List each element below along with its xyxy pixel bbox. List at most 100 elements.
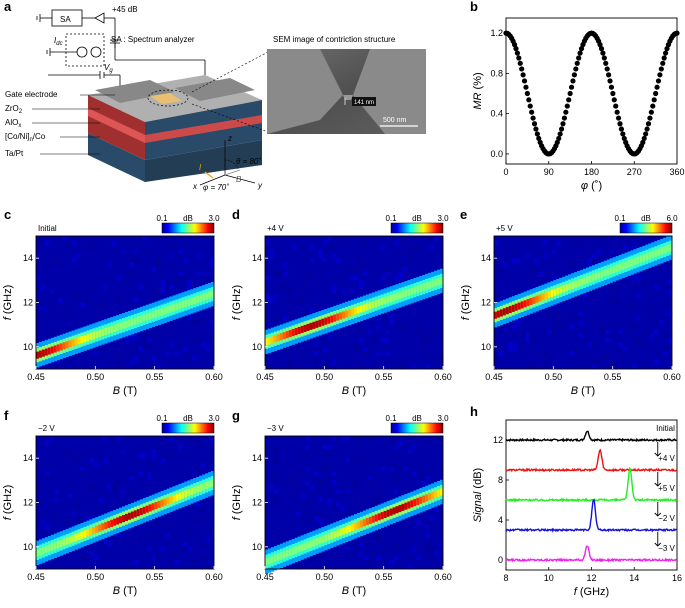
ridge-cell (615, 264, 619, 272)
bias-tee-box (65, 33, 105, 67)
y-tick-label: 8 (498, 475, 503, 485)
noise-cell (305, 444, 310, 450)
mr-point (571, 72, 578, 78)
noise-cell (287, 360, 292, 365)
noise-cell (327, 453, 332, 459)
spectrum-trace-1 (505, 448, 678, 473)
noise-cell (305, 520, 310, 525)
ridge-cell (104, 522, 108, 530)
noise-cell (411, 364, 417, 370)
ridge-cell (300, 544, 304, 552)
ridge-cell (133, 510, 138, 518)
idc-label: Idc (54, 36, 63, 47)
ridge-cell (270, 555, 275, 563)
ridge-cell (502, 308, 507, 316)
noise-cell (80, 302, 86, 308)
spectrum-trace-2 (505, 466, 678, 503)
y-tick-label: 1.2 (490, 28, 503, 38)
x-tick-label: 0.55 (146, 372, 164, 382)
noise-cell (116, 436, 121, 441)
noise-cell (129, 258, 135, 263)
noise-cell (398, 271, 404, 277)
noise-cell (116, 275, 121, 281)
colorbar-max: 3.0 (208, 414, 220, 423)
ridge-cell (377, 513, 381, 521)
noise-cell (438, 467, 444, 472)
noise-cell (116, 298, 121, 303)
noise-cell (53, 258, 59, 263)
noise-cell (394, 489, 399, 494)
noise-cell (273, 475, 279, 481)
noise-cell (623, 244, 628, 250)
noise-cell (89, 484, 95, 490)
mr-point (604, 66, 610, 72)
y-tick-label: 10 (23, 342, 33, 352)
spectrum-label-0: Initial (656, 424, 675, 433)
noise-cell (40, 520, 46, 525)
ridge-cell (163, 498, 167, 506)
noise-cell (322, 258, 328, 263)
noise-cell (160, 453, 166, 459)
arrow-head-icon (654, 482, 662, 487)
noise-cell (196, 515, 201, 521)
ridge-cell (68, 340, 72, 348)
mr-point (660, 60, 666, 66)
ridge-cell (365, 303, 370, 311)
mr-point (657, 72, 663, 78)
noise-cell (305, 502, 310, 508)
noise-cell (116, 480, 121, 485)
noise-cell (416, 555, 421, 561)
mr-point (577, 50, 583, 56)
noise-cell (265, 293, 270, 299)
ridge-cell (101, 523, 105, 531)
noise-cell (389, 320, 395, 325)
noise-cell (187, 529, 192, 534)
noise-cell (178, 275, 184, 281)
mr-point (558, 126, 565, 132)
ridge-cell (196, 295, 200, 303)
mr-point (526, 97, 532, 103)
noise-cell (345, 489, 350, 494)
noise-cell (44, 475, 50, 481)
ridge-cell (306, 541, 310, 549)
noise-cell (556, 311, 561, 316)
x-axis-label-h: f (GHz) (574, 586, 609, 598)
noise-cell (525, 333, 530, 339)
noise-cell (62, 520, 68, 525)
sem-title: SEM image of contriction structure (273, 35, 396, 44)
noise-cell (327, 498, 332, 503)
noise-cell (609, 249, 615, 254)
ridge-cell (380, 512, 384, 520)
noise-cell (425, 364, 430, 370)
noise-cell (120, 449, 126, 454)
mr-point (653, 90, 659, 97)
noise-cell (300, 298, 306, 303)
noise-cell (187, 284, 192, 290)
noise-cell (282, 346, 288, 352)
ridge-cell (36, 549, 40, 557)
ridge-cell (166, 497, 170, 505)
noise-cell (358, 262, 364, 268)
noise-cell (349, 275, 355, 281)
noise-cell (542, 240, 548, 246)
vg-label: Vg (104, 63, 113, 74)
ridge-cell (544, 292, 548, 300)
noise-cell (385, 351, 390, 356)
y-axis-label-c: f (GHz) (2, 285, 14, 320)
noise-cell (102, 458, 108, 463)
x-tick-label: 0.60 (434, 572, 452, 582)
noise-cell (36, 240, 41, 246)
ridge-cell (362, 304, 367, 312)
noise-cell (569, 262, 575, 268)
noise-cell (133, 298, 139, 303)
noise-cell (169, 449, 175, 454)
mr-point (536, 135, 542, 142)
spectrum-trace-3 (505, 498, 677, 533)
noise-cell (596, 249, 601, 254)
noise-cell (125, 337, 130, 343)
noise-cell (354, 267, 359, 272)
mr-point (511, 42, 518, 48)
noise-cell (182, 542, 188, 548)
ridge-cell (321, 535, 325, 543)
noise-cell (273, 498, 279, 503)
